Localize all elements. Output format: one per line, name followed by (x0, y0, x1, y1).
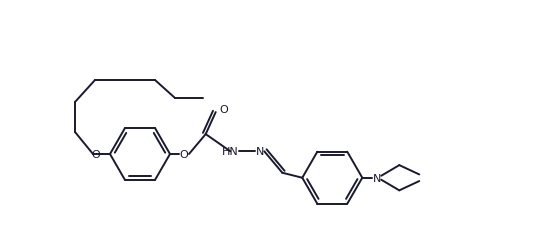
Text: N: N (256, 147, 265, 157)
Text: O: O (219, 105, 228, 115)
Text: O: O (180, 149, 188, 159)
Text: N: N (373, 173, 382, 183)
Text: O: O (92, 149, 101, 159)
Text: HN: HN (222, 147, 239, 157)
